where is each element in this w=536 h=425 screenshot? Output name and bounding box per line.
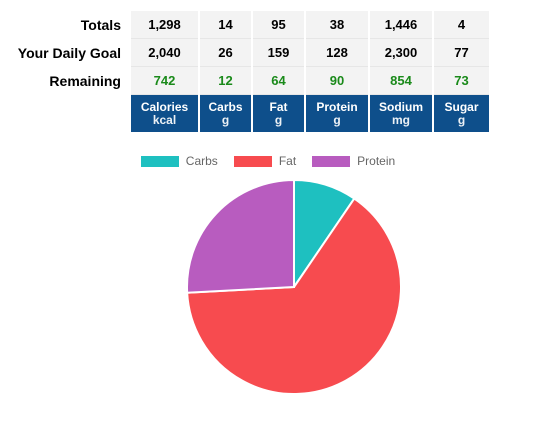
row-label-remaining: Remaining [0,66,131,95]
column-header-carbs: Carbs g [199,94,253,132]
legend-label: Protein [357,154,396,168]
pie-slice-fat[interactable] [186,197,402,395]
remaining-fat: 64 [252,66,306,95]
pie-slice-protein[interactable] [186,178,295,294]
column-name: Calories [140,99,189,114]
column-unit: g [457,112,466,127]
goal-calories: 2,040 [131,38,200,67]
totals-carbs: 14 [199,11,253,39]
goal-sodium: 2,300 [369,38,434,67]
column-unit: mg [392,112,410,127]
column-header-protein: Protein g [305,94,370,132]
totals-row: Totals 1,298 14 95 38 1,446 4 [0,11,491,39]
column-unit: g [274,112,283,127]
goal-carbs: 26 [199,38,253,67]
column-unit: g [333,112,341,127]
legend-item-fat[interactable]: Fat [233,154,297,168]
remaining-protein: 90 [305,66,370,95]
totals-protein: 38 [305,11,370,39]
column-header-sugar: Sugar g [433,94,491,132]
goal-protein: 128 [305,38,370,67]
goal-fat: 159 [252,38,306,67]
legend-label: Carbs [185,154,218,168]
remaining-row: Remaining 742 12 64 90 854 73 [0,66,491,95]
legend-swatch [312,155,351,167]
column-header-calories: Calories kcal [131,94,200,132]
chart-legend: Carbs Fat Protein [0,154,536,168]
column-header-sodium: Sodium mg [369,94,434,132]
legend-item-protein[interactable]: Protein [312,154,395,168]
legend-swatch [140,155,179,167]
nutrition-summary-table: Totals 1,298 14 95 38 1,446 4 Your Daily… [0,11,491,132]
column-unit: g [221,112,230,127]
row-label-daily-goal: Your Daily Goal [0,38,131,67]
legend-swatch [233,155,272,167]
row-label-totals: Totals [0,11,131,39]
column-header-fat: Fat g [252,94,306,132]
column-name: Carbs [208,99,243,114]
remaining-carbs: 12 [199,66,253,95]
remaining-sodium: 854 [369,66,434,95]
column-name: Sugar [444,99,479,114]
totals-fat: 95 [252,11,306,39]
legend-label: Fat [278,154,297,168]
column-header-row: Calories kcal Carbs g Fat g Protein g So… [0,94,491,132]
totals-calories: 1,298 [131,11,200,39]
column-name: Protein [316,99,358,114]
goal-sugar: 77 [433,38,491,67]
totals-sugar: 4 [433,11,491,39]
remaining-calories: 742 [131,66,200,95]
legend-item-carbs[interactable]: Carbs [140,154,218,168]
daily-goal-row: Your Daily Goal 2,040 26 159 128 2,300 7… [0,38,491,67]
header-spacer [0,94,131,132]
column-name: Fat [269,99,288,114]
remaining-sugar: 73 [433,66,491,95]
column-unit: kcal [152,112,177,127]
column-name: Sodium [379,99,423,114]
totals-sodium: 1,446 [369,11,434,39]
